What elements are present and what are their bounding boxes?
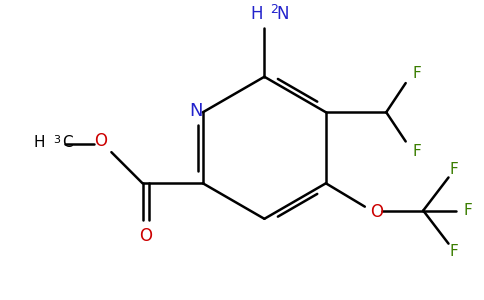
Text: F: F (450, 162, 459, 177)
Text: N: N (189, 102, 203, 120)
Text: O: O (370, 203, 383, 221)
Text: 2: 2 (270, 3, 278, 16)
Text: C: C (62, 135, 73, 150)
Text: O: O (94, 133, 107, 151)
Text: 3: 3 (53, 135, 60, 146)
Text: F: F (464, 203, 472, 218)
Text: F: F (450, 244, 459, 259)
Text: F: F (413, 144, 422, 159)
Text: H: H (250, 5, 262, 23)
Text: H: H (34, 135, 45, 150)
Text: N: N (276, 5, 288, 23)
Text: O: O (139, 227, 152, 245)
Text: F: F (413, 66, 422, 81)
